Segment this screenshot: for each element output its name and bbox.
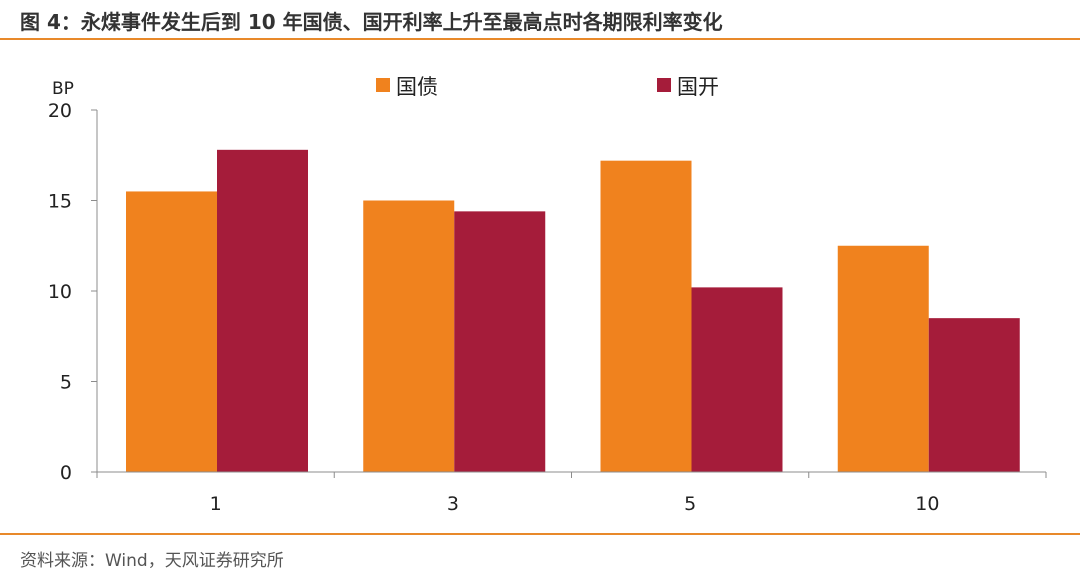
- y-tick-label: 15: [48, 191, 72, 213]
- bar-3-series-1: [363, 200, 455, 472]
- bar-5-series-1: [600, 160, 692, 472]
- bar-1-series-1: [126, 191, 217, 472]
- chart-title: 图 4：永煤事件发生后到 10 年国债、国开利率上升至最高点时各期限利率变化: [20, 10, 723, 34]
- bar-3-series-2: [454, 211, 546, 473]
- title-divider: [0, 38, 1080, 40]
- bars-group: [126, 149, 1020, 473]
- x-tick-label: 10: [915, 493, 939, 515]
- y-tick-label: 20: [48, 100, 72, 122]
- chart-legend: 国债 国开: [376, 75, 719, 99]
- legend-label-series-1: 国债: [396, 75, 438, 99]
- y-axis-unit-label: BP: [52, 79, 74, 99]
- legend-swatch-series-2: [657, 78, 671, 92]
- legend-label-series-2: 国开: [677, 75, 719, 99]
- x-tick-label: 3: [447, 493, 459, 515]
- y-tick-label: 10: [48, 281, 72, 303]
- legend-swatch-series-1: [376, 78, 390, 92]
- y-tick-label: 0: [60, 462, 72, 484]
- x-tick-label: 1: [210, 493, 222, 515]
- axes-group: 0 5 10 15 20 1 3 5 10: [48, 100, 1047, 515]
- bar-10-series-1: [837, 245, 929, 472]
- bar-5-series-2: [691, 287, 783, 472]
- y-tick-label: 5: [60, 372, 72, 394]
- bar-10-series-2: [928, 318, 1020, 472]
- x-tick-label: 5: [684, 493, 696, 515]
- bar-1-series-2: [217, 149, 308, 472]
- source-divider: [0, 533, 1080, 535]
- source-note: 资料来源：Wind，天风证券研究所: [20, 551, 284, 571]
